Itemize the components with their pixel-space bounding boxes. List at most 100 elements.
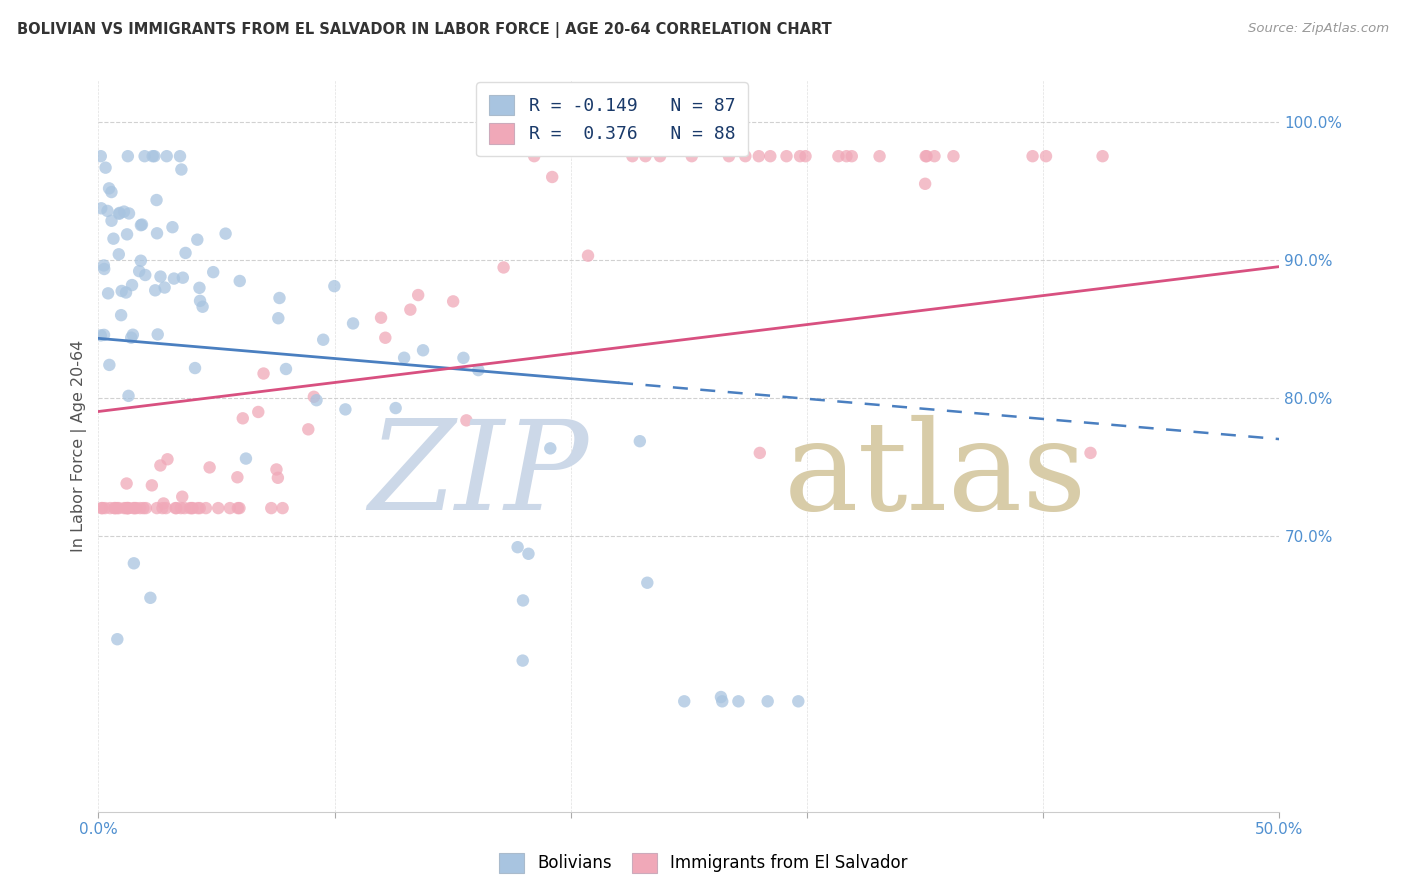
Point xyxy=(107,247,129,261)
Point xyxy=(146,227,169,241)
Point xyxy=(149,269,172,284)
Point xyxy=(302,390,325,404)
Point xyxy=(214,227,236,241)
Point xyxy=(628,434,651,449)
Point xyxy=(226,470,249,484)
Point xyxy=(748,446,770,460)
Point xyxy=(267,471,290,485)
Point xyxy=(184,361,207,376)
Point xyxy=(869,149,891,163)
Point xyxy=(90,202,112,216)
Point xyxy=(108,207,131,221)
Point xyxy=(117,501,139,516)
Point xyxy=(399,302,422,317)
Point xyxy=(924,149,946,163)
Point xyxy=(146,501,169,516)
Point xyxy=(517,547,540,561)
Point xyxy=(305,393,328,408)
Point xyxy=(93,262,115,277)
Point xyxy=(523,149,546,163)
Point xyxy=(172,490,194,504)
Point xyxy=(93,327,115,342)
Point xyxy=(219,501,242,516)
Point xyxy=(117,389,139,403)
Point xyxy=(267,311,290,326)
Point xyxy=(232,411,254,425)
Point xyxy=(117,501,139,516)
Point xyxy=(492,260,515,275)
Point xyxy=(621,149,644,163)
Point xyxy=(141,478,163,492)
Point xyxy=(134,149,156,163)
Point xyxy=(146,327,169,342)
Point xyxy=(648,149,671,163)
Point xyxy=(789,149,811,163)
Point xyxy=(115,227,138,242)
Point xyxy=(122,501,145,516)
Point xyxy=(841,149,863,163)
Point xyxy=(117,149,139,163)
Point xyxy=(370,310,392,325)
Point xyxy=(174,246,197,260)
Point xyxy=(134,268,156,282)
Point xyxy=(787,694,810,708)
Text: atlas: atlas xyxy=(783,415,1087,536)
Point xyxy=(794,149,817,163)
Point xyxy=(228,501,250,516)
Point xyxy=(512,654,534,668)
Point xyxy=(143,149,166,163)
Point xyxy=(108,206,131,220)
Point xyxy=(122,557,145,571)
Point xyxy=(94,501,117,516)
Point xyxy=(120,331,142,345)
Point xyxy=(734,149,756,163)
Point xyxy=(942,149,965,163)
Point xyxy=(636,575,658,590)
Point xyxy=(915,149,938,163)
Point xyxy=(118,206,141,220)
Point xyxy=(91,501,114,516)
Point xyxy=(90,501,112,516)
Point xyxy=(149,458,172,473)
Point xyxy=(93,259,115,273)
Point xyxy=(132,501,155,516)
Point xyxy=(512,593,534,607)
Point xyxy=(112,501,135,516)
Point xyxy=(180,501,202,516)
Point xyxy=(188,501,211,516)
Point xyxy=(198,460,221,475)
Point xyxy=(129,501,152,516)
Point xyxy=(456,413,478,427)
Point xyxy=(110,308,132,322)
Point xyxy=(97,286,120,301)
Point xyxy=(165,501,187,516)
Point xyxy=(576,249,599,263)
Point xyxy=(541,169,564,184)
Point xyxy=(634,149,657,163)
Point xyxy=(173,501,195,516)
Legend: Bolivians, Immigrants from El Salvador: Bolivians, Immigrants from El Salvador xyxy=(492,847,914,880)
Point xyxy=(271,501,294,516)
Point xyxy=(112,204,135,219)
Point xyxy=(115,285,138,300)
Point xyxy=(115,476,138,491)
Point xyxy=(170,162,193,177)
Legend: R = -0.149   N = 87, R =  0.376   N = 88: R = -0.149 N = 87, R = 0.376 N = 88 xyxy=(477,82,748,156)
Point xyxy=(98,501,121,516)
Point xyxy=(145,193,167,207)
Point xyxy=(96,203,118,218)
Point xyxy=(131,218,153,232)
Point xyxy=(191,300,214,314)
Y-axis label: In Labor Force | Age 20-64: In Labor Force | Age 20-64 xyxy=(72,340,87,552)
Point xyxy=(188,293,211,308)
Point xyxy=(727,694,749,708)
Point xyxy=(775,149,797,163)
Point xyxy=(103,232,125,246)
Point xyxy=(169,149,191,163)
Point xyxy=(100,213,122,227)
Point xyxy=(1021,149,1043,163)
Point xyxy=(1035,149,1057,163)
Point xyxy=(384,401,406,415)
Point xyxy=(323,279,346,293)
Point xyxy=(117,501,139,516)
